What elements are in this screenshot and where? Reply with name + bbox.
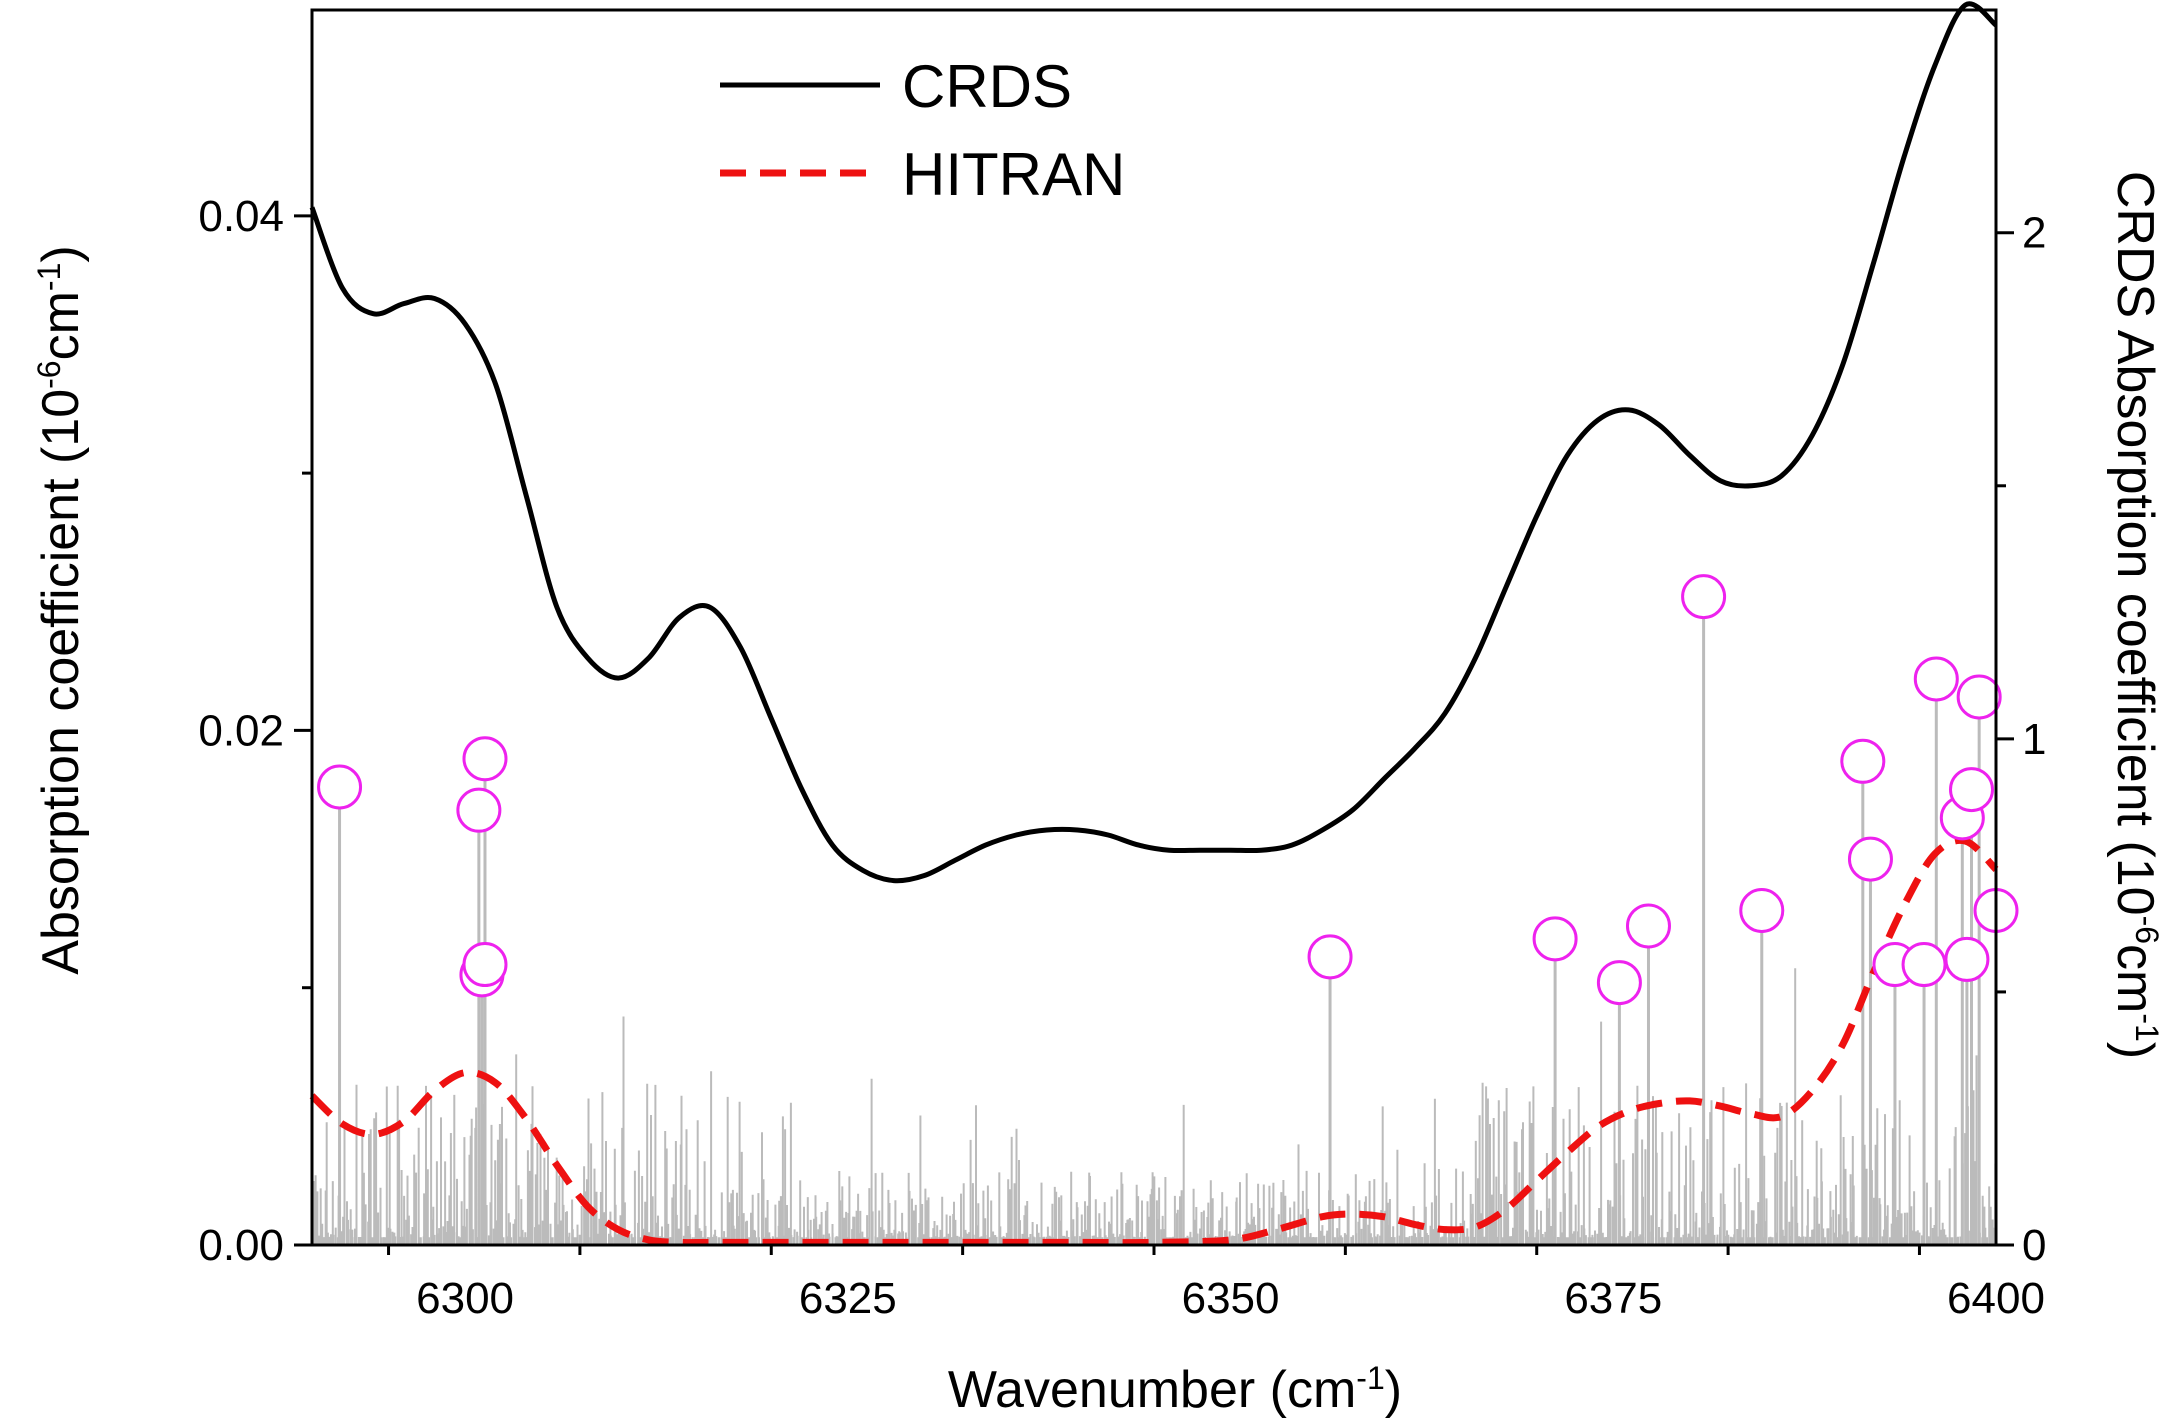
x-axis-ticks: 6300 6325 6350 6375 6400 (387, 1245, 2045, 1323)
marked-line-circle-0 (317, 764, 363, 810)
marked-line-circle-4 (462, 942, 508, 988)
x-tick-label: 6375 (1564, 1274, 1662, 1323)
marked-line-circle-2 (462, 736, 508, 782)
stick-lines-path (311, 968, 1997, 1245)
marked-line-circle-12 (1847, 836, 1893, 882)
left-y-tick-label: 0.02 (198, 706, 284, 755)
marked-line-circle-7 (1596, 960, 1642, 1006)
marked-line-circle-19 (1956, 674, 2002, 720)
legend: CRDS HITRAN (720, 53, 1125, 208)
right-y-axis-ticks: 0 1 2 (1996, 209, 2046, 1270)
left-y-tick-label: 0.04 (198, 192, 284, 241)
marked-line-circle-17 (1944, 936, 1990, 982)
x-tick-label: 6325 (799, 1274, 897, 1323)
marked-line-circle-15 (1913, 656, 1959, 702)
marked-line-circle-14 (1901, 942, 1947, 988)
legend-crds-label: CRDS (902, 53, 1072, 120)
right-y-tick-label: 0 (2022, 1221, 2046, 1270)
marked-line-circle-8 (1625, 903, 1671, 949)
marked-line-circle-1 (456, 787, 502, 833)
x-tick-label: 6300 (416, 1274, 514, 1323)
hitran-series-line (309, 836, 1999, 1247)
right-y-tick-label: 2 (2022, 209, 2046, 258)
left-y-tick-label: 0.00 (198, 1221, 284, 1270)
legend-hitran-label: HITRAN (902, 141, 1125, 208)
crds-series-line (309, 1, 1998, 884)
marked-line-circle-6 (1532, 916, 1578, 962)
x-axis-title: Wavenumber (cm-1) (948, 1360, 1402, 1419)
line-intensity-sticks (311, 968, 1997, 1245)
marked-line-circle-11 (1840, 738, 1886, 784)
marked-line-circle-9 (1681, 574, 1727, 620)
left-y-axis-title: Absorption coefficient (10-6cm-1) (31, 245, 90, 974)
left-y-axis-ticks: 0.00 0.02 0.04 (198, 192, 312, 1270)
right-y-tick-label: 1 (2022, 715, 2046, 764)
marked-line-circles (317, 574, 2019, 1006)
marked-line-circle-5 (1307, 934, 1353, 980)
x-tick-label: 6400 (1947, 1274, 2045, 1323)
x-tick-label: 6350 (1182, 1274, 1280, 1323)
marked-line-stems (338, 618, 1998, 1245)
marked-line-circle-10 (1739, 888, 1785, 934)
marked-line-circle-18 (1949, 767, 1995, 813)
right-y-axis-title: CRDS Absorption coefficient (10-6cm-1) (2106, 171, 2165, 1059)
